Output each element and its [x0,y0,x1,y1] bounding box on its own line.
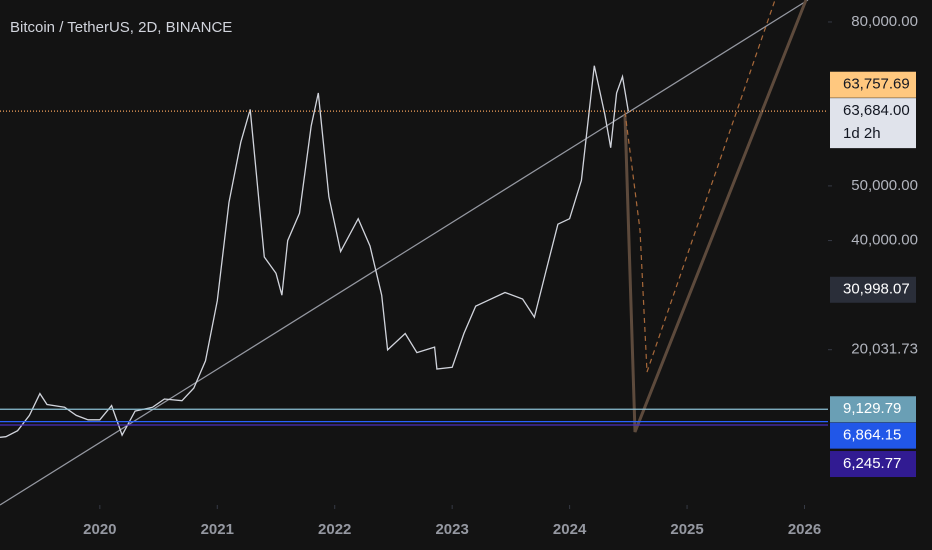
price-label: 6,245.77 [843,455,901,472]
drawings [0,0,809,506]
x-tick-label: 2026 [788,521,821,538]
x-tick-label: 2020 [83,521,116,538]
projection-path [623,0,808,433]
price-label-box [830,98,916,149]
price-label-box [830,396,916,423]
projection-dashed [624,0,776,373]
price-label: 30,998.07 [843,281,910,298]
trend-line [0,0,809,506]
x-tick-label: 2025 [670,521,703,538]
price-label-box [830,71,916,98]
price-label-box [830,451,916,478]
x-tick-label: 2022 [318,521,351,538]
x-tick-label: 2023 [435,521,468,538]
price-label-box [830,276,916,303]
price-label-box [830,422,916,449]
price-label: 63,757.69 [843,76,910,93]
price-label: 63,684.00 [843,102,910,119]
y-tick-label: 50,000.00 [851,177,918,194]
y-tick-label: 80,000.00 [851,13,918,30]
price-label: 9,129.79 [843,400,901,417]
price-label: 6,864.15 [843,427,901,444]
y-tick-label: 40,000.00 [851,232,918,249]
y-tick-label: 20,031.73 [851,341,918,358]
x-tick-label: 2024 [553,521,587,538]
price-line [0,65,629,438]
countdown: 1d 2h [843,125,881,142]
x-tick-label: 2021 [201,521,234,538]
chart-title: Bitcoin / TetherUS, 2D, BINANCE [10,19,232,36]
